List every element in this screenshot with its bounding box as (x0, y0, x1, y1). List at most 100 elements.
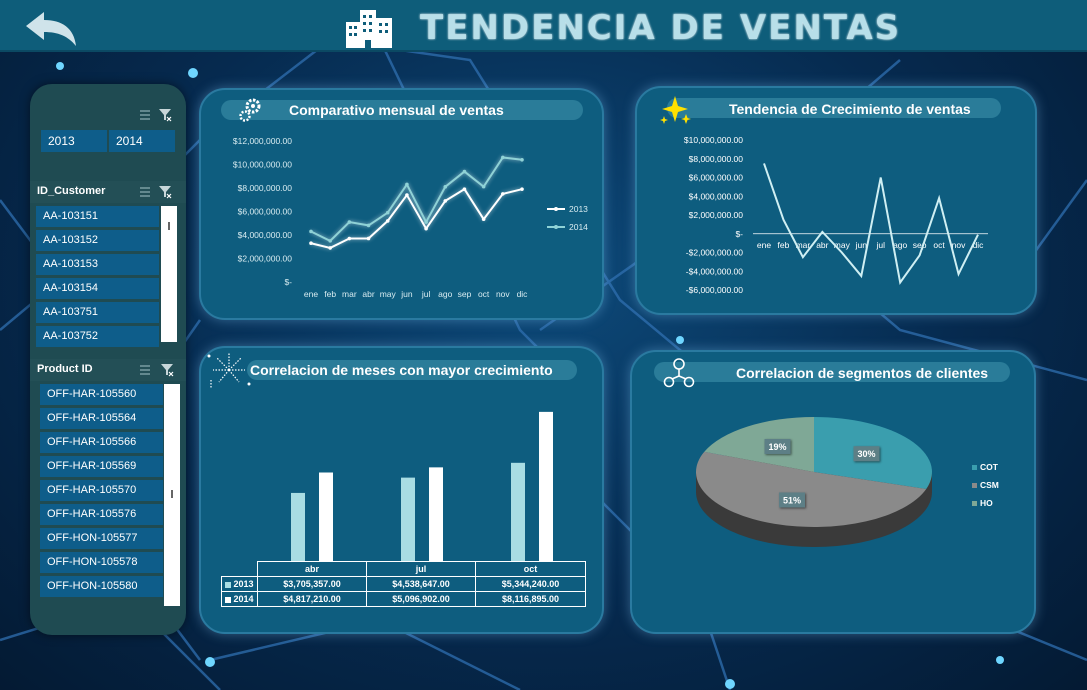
page-title: TENDENCIA DE VENTAS (420, 8, 902, 48)
bar-2014-jul (429, 467, 443, 561)
scroll-thumb[interactable] (171, 490, 173, 498)
bar-2013-oct (511, 462, 525, 561)
product-scrollbar[interactable] (164, 384, 180, 606)
list-item[interactable]: OFF-HAR-105569 (40, 456, 163, 477)
list-item[interactable]: OFF-HON-105580 (40, 576, 163, 597)
customer-slicer-header: ID_Customer (30, 181, 186, 203)
x-tick-label: jul (875, 240, 885, 250)
x-tick-label: mar (796, 240, 811, 250)
legend-swatch (972, 483, 977, 488)
x-tick-label: ene (304, 289, 318, 299)
bar-2013-abr (291, 492, 305, 561)
list-item[interactable]: OFF-HAR-105564 (40, 408, 163, 429)
list-item[interactable]: AA-103751 (36, 302, 159, 323)
network-users-icon (663, 358, 695, 388)
data-point (405, 193, 409, 197)
table-cell: $4,538,647.00 (366, 576, 476, 592)
data-point (347, 220, 352, 224)
chart-title: Comparativo mensual de ventas (289, 102, 504, 118)
gears-icon (239, 98, 261, 122)
list-item[interactable]: OFF-HAR-105576 (40, 504, 163, 525)
x-tick-label: may (834, 240, 851, 250)
fireworks-icon (207, 353, 251, 388)
series-line (763, 163, 979, 285)
data-point (462, 187, 467, 191)
customer-scrollbar[interactable] (161, 206, 177, 342)
y-tick-label: $8,000,000.00 (238, 183, 293, 193)
data-point (443, 185, 448, 189)
growth-months-panel: Correlacion de meses con mayor crecimien… (199, 346, 604, 634)
multi-select-icon[interactable] (138, 363, 152, 377)
x-tick-label: may (380, 289, 397, 299)
monthly-sales-chart: $- $2,000,000.00 $4,000,000.00 $6,000,000.0… (233, 136, 588, 299)
product-slicer-header: Product ID (30, 359, 186, 381)
data-point (481, 184, 486, 189)
legend-label: HO (980, 498, 993, 508)
data-label-box (764, 438, 791, 454)
y-tick-label: $10,000,000.00 (233, 160, 292, 170)
list-item[interactable]: AA-103752 (36, 326, 159, 347)
title-pill (667, 98, 1001, 118)
data-point (501, 155, 505, 160)
data-point (309, 229, 313, 234)
table-cell: $8,116,895.00 (475, 591, 586, 607)
scroll-thumb[interactable] (168, 222, 170, 230)
y-tick-label: $4,000,000.00 (238, 230, 293, 240)
growth-trend-chart: -$6,000,000.00 -$4,000,000.00 -$2,000,000.… (684, 135, 988, 295)
monthly-sales-panel: Comparativo mensual de ventas $- $2,000,0… (199, 88, 604, 320)
x-tick-label: jul (421, 289, 431, 299)
list-item[interactable]: OFF-HAR-105560 (40, 384, 163, 405)
series-name: 2013 (233, 579, 254, 589)
year-option-2014[interactable]: 2014 (109, 130, 175, 152)
chart-title: Correlacion de segmentos de clientes (736, 365, 989, 381)
table-row-label: 2013 (221, 576, 258, 592)
x-tick-label: sep (458, 289, 472, 299)
header-bar: TENDENCIA DE VENTAS (0, 0, 1087, 52)
y-tick-label: $8,000,000.00 (689, 154, 744, 164)
data-point (385, 210, 390, 215)
multi-select-icon[interactable] (138, 108, 152, 122)
buildings-icon (346, 10, 392, 48)
x-tick-label: mar (342, 289, 357, 299)
data-point (309, 241, 313, 246)
list-item[interactable]: AA-103151 (36, 206, 159, 227)
list-item[interactable]: AA-103152 (36, 230, 159, 251)
legend-label: 2014 (569, 222, 588, 232)
x-tick-label: sep (913, 240, 927, 250)
list-item[interactable]: OFF-HAR-105570 (40, 480, 163, 501)
series-name: 2014 (233, 594, 254, 604)
data-point (501, 192, 505, 196)
y-tick-label: $10,000,000.00 (684, 135, 743, 145)
table-cell: $4,817,210.00 (257, 591, 367, 607)
y-tick-label: $6,000,000.00 (238, 207, 293, 217)
year-option-2013[interactable]: 2013 (41, 130, 107, 152)
legend-label: 2013 (569, 204, 588, 214)
segments-panel: Correlacion de segmentos de clientes 30%… (630, 350, 1036, 634)
list-item[interactable]: AA-103154 (36, 278, 159, 299)
multi-select-icon[interactable] (138, 185, 152, 199)
back-arrow-icon[interactable] (22, 8, 82, 48)
x-tick-label: ene (757, 240, 771, 250)
list-item[interactable]: OFF-HON-105578 (40, 552, 163, 573)
growth-months-chart (291, 411, 553, 561)
bar-2014-oct (539, 411, 553, 561)
data-point (481, 217, 486, 222)
data-label-box (853, 446, 880, 462)
chart-title: Correlacion de meses con mayor crecimien… (250, 362, 553, 378)
customer-list: AA-103151 AA-103152 AA-103153 AA-103154 … (36, 206, 159, 350)
table-corner (222, 562, 258, 577)
x-tick-label: nov (496, 289, 510, 299)
slicer-panel: 2013 2014 ID_Customer AA-103151 AA-10315… (30, 84, 186, 635)
list-item[interactable]: OFF-HON-105577 (40, 528, 163, 549)
y-tick-label: $2,000,000.00 (689, 210, 744, 220)
legend-marker (554, 225, 558, 229)
list-item[interactable]: OFF-HAR-105566 (40, 432, 163, 453)
list-item[interactable]: AA-103153 (36, 254, 159, 275)
clear-filter-icon[interactable] (158, 185, 172, 199)
clear-filter-icon[interactable] (160, 363, 174, 377)
data-point (328, 239, 332, 243)
data-point (385, 219, 390, 223)
clear-filter-icon[interactable] (158, 108, 172, 122)
table-header-cell: jul (366, 561, 476, 577)
y-tick-label: $12,000,000.00 (233, 136, 292, 146)
